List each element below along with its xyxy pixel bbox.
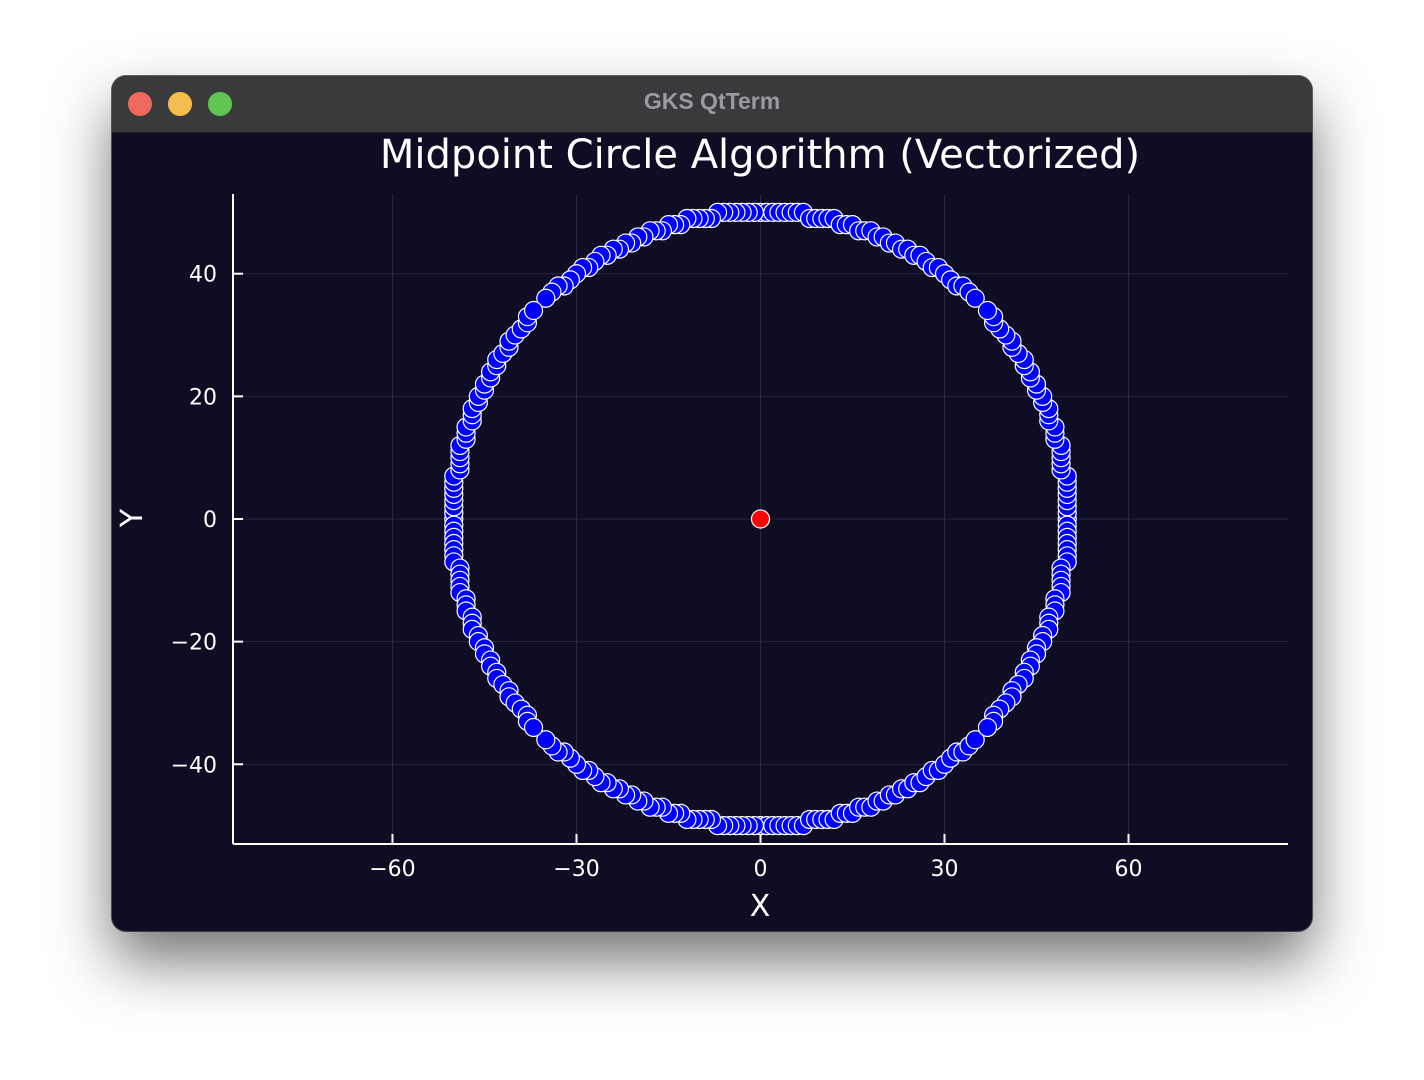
- circle-point: [965, 288, 985, 308]
- circle-point: [965, 730, 985, 750]
- x-tick-label: −60: [369, 857, 415, 882]
- x-tick-label: 0: [754, 857, 768, 882]
- circle-point: [977, 300, 998, 321]
- circle-point: [977, 717, 998, 738]
- minimize-button[interactable]: [168, 92, 192, 116]
- x-tick-label: −30: [553, 857, 599, 882]
- x-tick-label: 60: [1115, 857, 1143, 882]
- x-ticks: −60 −30 0 30 60: [369, 834, 1143, 882]
- chart-title: Midpoint Circle Algorithm (Vectorized): [380, 132, 1140, 178]
- app-window: GKS QtTerm −60 −30 0 30 60 −40 −20 0 20 40 Midpo…: [112, 76, 1312, 931]
- y-tick-label: −40: [171, 753, 217, 778]
- y-ticks: −40 −20 0 20 40: [171, 263, 243, 778]
- data-points: [444, 202, 1077, 836]
- y-tick-label: −20: [171, 631, 217, 656]
- y-tick-label: 40: [189, 263, 217, 288]
- circle-point: [523, 300, 544, 321]
- circle-point: [523, 717, 544, 738]
- circle-point: [536, 730, 556, 750]
- window-title: GKS QtTerm: [643, 88, 781, 114]
- y-axis-label: Y: [115, 508, 150, 528]
- title-bar[interactable]: GKS QtTerm: [112, 76, 1312, 133]
- y-tick-label: 0: [203, 508, 217, 533]
- circle-point: [536, 288, 556, 308]
- y-tick-label: 20: [189, 385, 217, 410]
- chart-canvas: −60 −30 0 30 60 −40 −20 0 20 40 Midpoint Circle …: [115, 132, 1288, 924]
- maximize-button[interactable]: [208, 92, 232, 116]
- close-button[interactable]: [128, 92, 152, 116]
- center-point: [750, 509, 771, 529]
- x-tick-label: 30: [931, 857, 959, 882]
- x-axis-label: X: [750, 889, 771, 924]
